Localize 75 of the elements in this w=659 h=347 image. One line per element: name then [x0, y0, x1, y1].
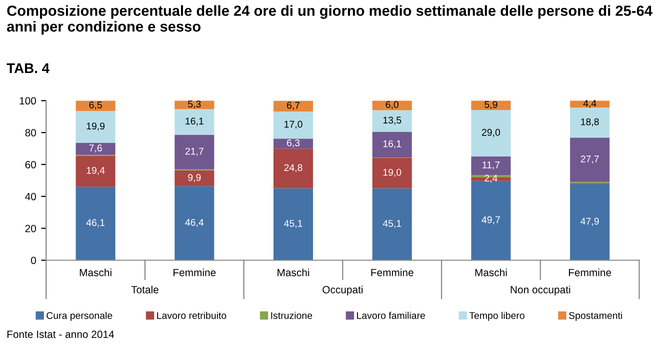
legend-label: Lavoro retribuito	[157, 312, 226, 319]
bar	[273, 100, 314, 112]
bar	[570, 108, 610, 138]
legend-label: Cura personale	[46, 312, 112, 321]
data-label: 7,6	[89, 144, 102, 153]
data-label: 24,8	[284, 164, 302, 172]
data-label: 19,0	[383, 168, 402, 177]
data-label: 29,0	[482, 128, 500, 137]
legend-label: Spostamenti	[569, 312, 622, 321]
y-tick-label: 80	[25, 129, 36, 136]
data-label: 19,4	[86, 166, 105, 175]
y-tick-label: 60	[25, 160, 36, 168]
data-label: 11,7	[482, 162, 500, 170]
data-label: 6,7	[286, 102, 300, 110]
bar	[372, 188, 412, 260]
bar	[273, 111, 314, 139]
x-tick-label: Femmine	[568, 268, 612, 276]
data-label: 49,7	[482, 216, 500, 224]
bar	[273, 138, 314, 149]
data-label: 19,9	[86, 122, 105, 131]
chart-subtitle: TAB. 4	[6, 63, 50, 73]
bar	[76, 142, 116, 155]
x-tick-label: Maschi	[80, 268, 112, 276]
bar	[372, 132, 412, 158]
text: Totale	[131, 286, 158, 294]
bar	[471, 156, 511, 176]
bar	[174, 134, 214, 170]
data-label: 9,9	[188, 174, 201, 182]
data-label: 4,4	[583, 100, 596, 108]
data-label: 46,4	[185, 218, 204, 227]
bar	[273, 148, 314, 188]
data-label: 13,5	[383, 116, 402, 125]
bar	[372, 110, 412, 132]
data-label: 17,0	[284, 120, 302, 129]
bar	[471, 110, 511, 156]
bar	[570, 184, 610, 260]
bar	[273, 188, 314, 260]
data-label: 2,4	[484, 174, 498, 183]
data-label: 6,5	[89, 102, 102, 110]
data-label: 47,9	[580, 218, 599, 226]
x-tick-label: Femmine	[174, 268, 216, 276]
data-label: 45,1	[284, 220, 302, 228]
x-tick-label: Maschi	[475, 268, 507, 276]
bar	[76, 111, 116, 143]
bar	[76, 186, 116, 260]
data-label: 18,8	[581, 118, 599, 126]
y-tick-label: 40	[25, 192, 36, 200]
data-label: 27,7	[580, 155, 599, 164]
legend-label: Tempo libero	[469, 312, 524, 321]
data-label: 21,7	[185, 148, 204, 156]
data-label: 6,3	[286, 139, 300, 148]
y-tick-label: 0	[31, 256, 36, 264]
x-tick-label: Femmine	[371, 268, 414, 276]
bar	[76, 156, 116, 187]
legend-label: Lavoro familiare	[357, 312, 425, 319]
bar	[372, 158, 412, 188]
data-label: 16,1	[186, 118, 204, 126]
data-label: 5,9	[484, 101, 498, 110]
data-label: 46,1	[86, 219, 105, 228]
y-tick-label: 20	[25, 224, 36, 232]
data-label: 16,1	[383, 140, 402, 148]
text: Non occupati	[510, 286, 570, 296]
source-note: Fonte Istat - anno 2014	[7, 330, 114, 338]
bar	[174, 170, 214, 186]
text: Occupati	[322, 286, 363, 296]
data-label: 45,1	[382, 220, 402, 228]
bar	[174, 186, 214, 260]
data-label: 5,3	[188, 100, 201, 109]
legend-label: Istruzione	[271, 312, 312, 319]
chart-title: Composizione percentuale delle 24 ore di un giorno medio settimanale delle persone di 25-64 anni per condizione e sesso	[7, 5, 652, 35]
bar	[570, 138, 610, 182]
bar	[174, 109, 214, 135]
data-label: 6,0	[386, 101, 398, 110]
x-tick-label: Maschi	[278, 268, 310, 276]
y-tick-label: 100	[20, 97, 36, 105]
